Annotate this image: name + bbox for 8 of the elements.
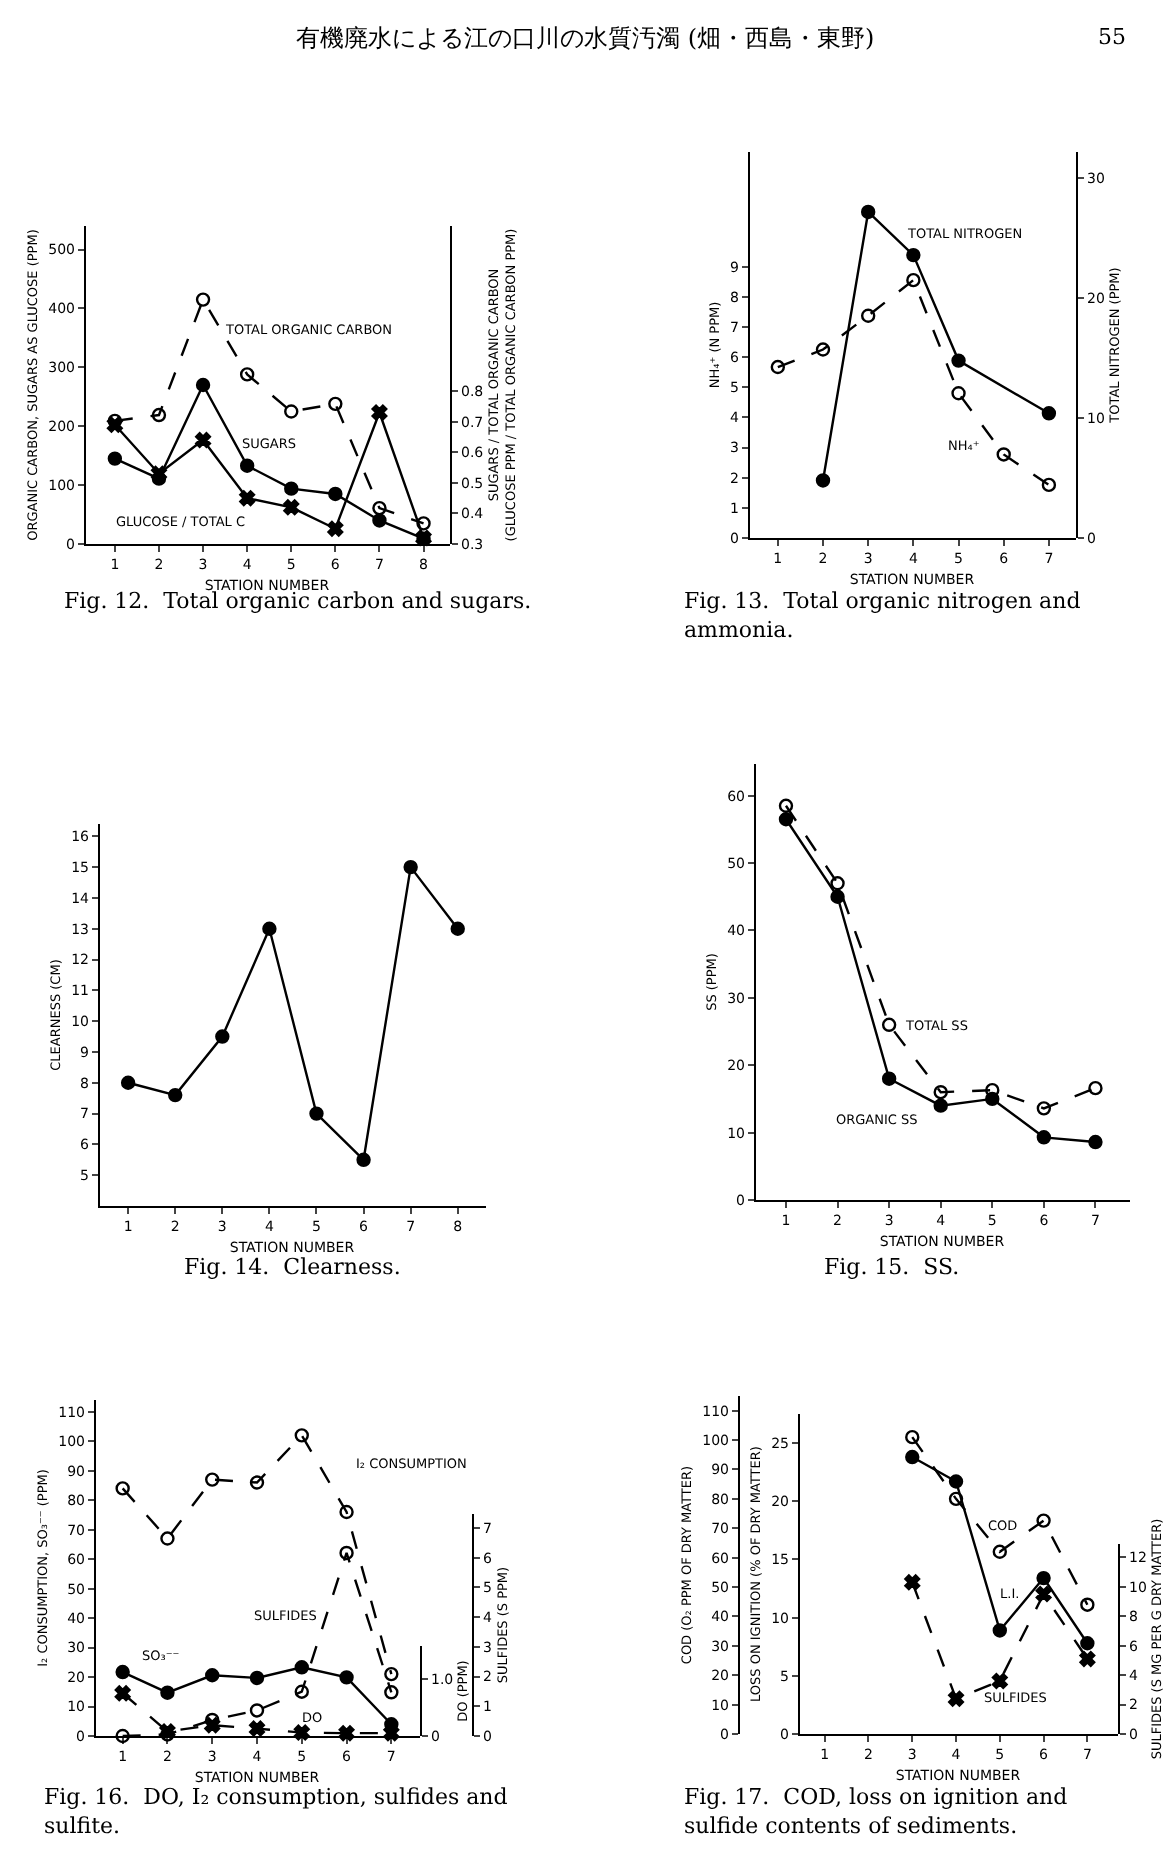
text: Fig. 12. Total organic carbon and sugars. bbox=[64, 588, 532, 614]
text: 55 bbox=[1098, 24, 1126, 50]
text: Fig. 16. DO, I₂ consumption, sulfides and sulfite. bbox=[44, 1784, 508, 1839]
text: Fig. 13. Total organic nitrogen and ammonia. bbox=[684, 588, 1081, 643]
text: 有機廃水による江の口川の水質汚濁 (畑・西島・東野) bbox=[296, 24, 875, 52]
text: Fig. 15. SS. bbox=[824, 1254, 960, 1280]
text: Fig. 14. Clearness. bbox=[184, 1254, 401, 1280]
text: Fig. 17. COD, loss on ignition and sulfide contents of sediments. bbox=[684, 1784, 1068, 1839]
